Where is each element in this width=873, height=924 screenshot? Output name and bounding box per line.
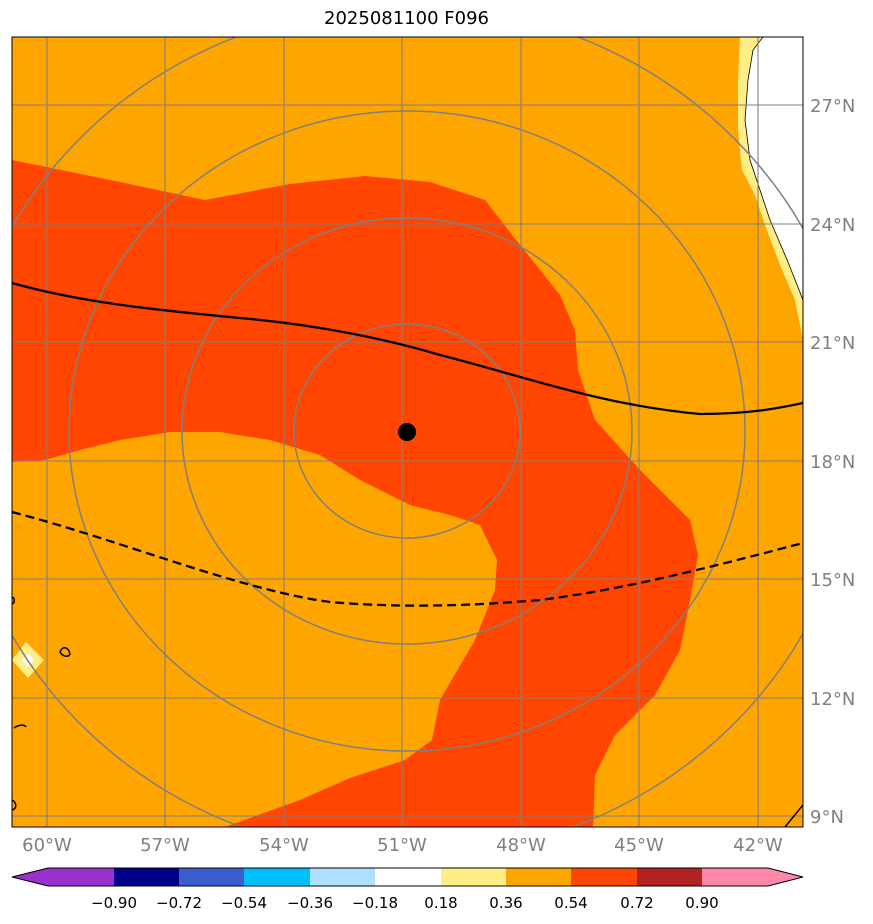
colorbar-tick-label: −0.18 <box>352 894 398 912</box>
lon-label: 54°W <box>259 835 309 856</box>
colorbar-tick-label: −0.54 <box>221 894 267 912</box>
high-field-band <box>12 160 698 827</box>
colorbar-segment <box>571 868 637 886</box>
colorbar-tick-label: −0.90 <box>91 894 137 912</box>
small-contour <box>784 804 803 827</box>
map-area <box>12 37 803 827</box>
colorbar-segment <box>179 868 244 886</box>
lat-label: 27°N <box>810 96 855 117</box>
colorbar-tick-label: 0.90 <box>685 894 718 912</box>
lat-label: 12°N <box>810 689 855 710</box>
small-contour <box>59 647 71 657</box>
colorbar-segment <box>637 868 702 886</box>
map-frame <box>11 36 804 828</box>
colorbar-segment <box>702 868 768 886</box>
colorbar-tick-label: 0.36 <box>489 894 522 912</box>
colorbar: −0.90 −0.72 −0.54 −0.36 −0.18 0.18 0.36 … <box>11 867 804 912</box>
small-contour <box>12 799 17 811</box>
colorbar-outline <box>11 867 804 887</box>
colorbar-segment <box>310 868 375 886</box>
center-marker <box>398 423 416 441</box>
lat-label: 18°N <box>810 452 855 473</box>
colorbar-segment <box>114 868 179 886</box>
colorbar-segment <box>244 868 310 886</box>
lat-label: 9°N <box>810 807 844 828</box>
small-contour <box>13 724 27 729</box>
gridlines <box>12 37 803 827</box>
colorbar-segment <box>375 868 441 886</box>
colorbar-tick-label: 0.54 <box>554 894 587 912</box>
lon-label: 48°W <box>496 835 546 856</box>
lon-label: 51°W <box>377 835 427 856</box>
lon-label: 42°W <box>733 835 783 856</box>
dashed-contour <box>12 510 803 607</box>
lon-label: 57°W <box>140 835 190 856</box>
solid-contour <box>12 281 803 416</box>
colorbar-segment <box>506 868 571 886</box>
colorbar-extend-high <box>768 868 803 886</box>
colorbar-segment <box>441 868 506 886</box>
lon-labels: 60°W 57°W 54°W 51°W 48°W 45°W 42°W <box>22 835 783 856</box>
lon-label: 45°W <box>614 835 664 856</box>
colorbar-segment <box>48 868 114 886</box>
colorbar-tick-label: 0.72 <box>620 894 653 912</box>
small-contour <box>12 596 15 605</box>
lat-label: 15°N <box>810 570 855 591</box>
map-title: 2025081100 F096 <box>324 8 489 29</box>
lat-label: 21°N <box>810 333 855 354</box>
colorbar-tick-label: −0.72 <box>156 894 202 912</box>
land <box>744 37 803 301</box>
lon-label: 60°W <box>22 835 72 856</box>
colorbar-tick-label: −0.36 <box>287 894 333 912</box>
colorbar-tick-label: 0.18 <box>424 894 457 912</box>
range-rings <box>12 37 803 827</box>
lat-labels: 27°N 24°N 21°N 18°N 15°N 12°N 9°N <box>810 96 855 828</box>
colorbar-extend-low <box>12 868 48 886</box>
lat-label: 24°N <box>810 215 855 236</box>
